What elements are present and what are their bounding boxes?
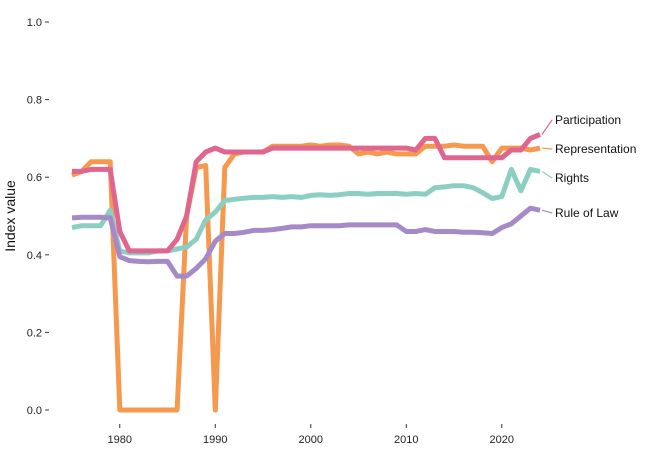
- x-tick-label: 2000: [299, 434, 323, 446]
- y-tick-label: 0.6: [27, 172, 42, 184]
- series-label-rights: Rights: [555, 171, 589, 185]
- series-lines: [71, 132, 541, 413]
- y-tick-label: 0.2: [27, 327, 42, 339]
- y-tick-label: 1.0: [27, 17, 42, 29]
- x-tick-label: 2020: [490, 434, 514, 446]
- series-line-participation: [72, 132, 541, 254]
- label-leader-line: [541, 170, 553, 179]
- series-label-rule-of-law: Rule of Law: [555, 206, 619, 220]
- x-tick-label: 2010: [394, 434, 418, 446]
- series-label-participation: Participation: [555, 113, 621, 127]
- series-line-rule-of-law: [71, 205, 541, 279]
- y-axis-title: Index value: [2, 180, 18, 252]
- label-leader-line: [541, 119, 553, 135]
- x-axis: 1980 1990 2000 2010 2020: [108, 424, 514, 446]
- series-line-rights: [71, 166, 541, 256]
- label-leader-line: [541, 147, 553, 150]
- y-tick-label: 0.4: [27, 250, 42, 262]
- label-leader-line: [541, 209, 553, 214]
- y-axis: 0.0 0.2 0.4 0.6 0.8 1.0: [27, 17, 49, 417]
- x-tick-label: 1990: [203, 434, 227, 446]
- series-label-representation: Representation: [555, 142, 636, 156]
- series-labels: Participation Representation Rights Rule of…: [541, 113, 636, 220]
- y-tick-label: 0.8: [27, 95, 42, 107]
- x-tick-label: 1980: [108, 434, 132, 446]
- y-tick-label: 0.0: [27, 405, 42, 417]
